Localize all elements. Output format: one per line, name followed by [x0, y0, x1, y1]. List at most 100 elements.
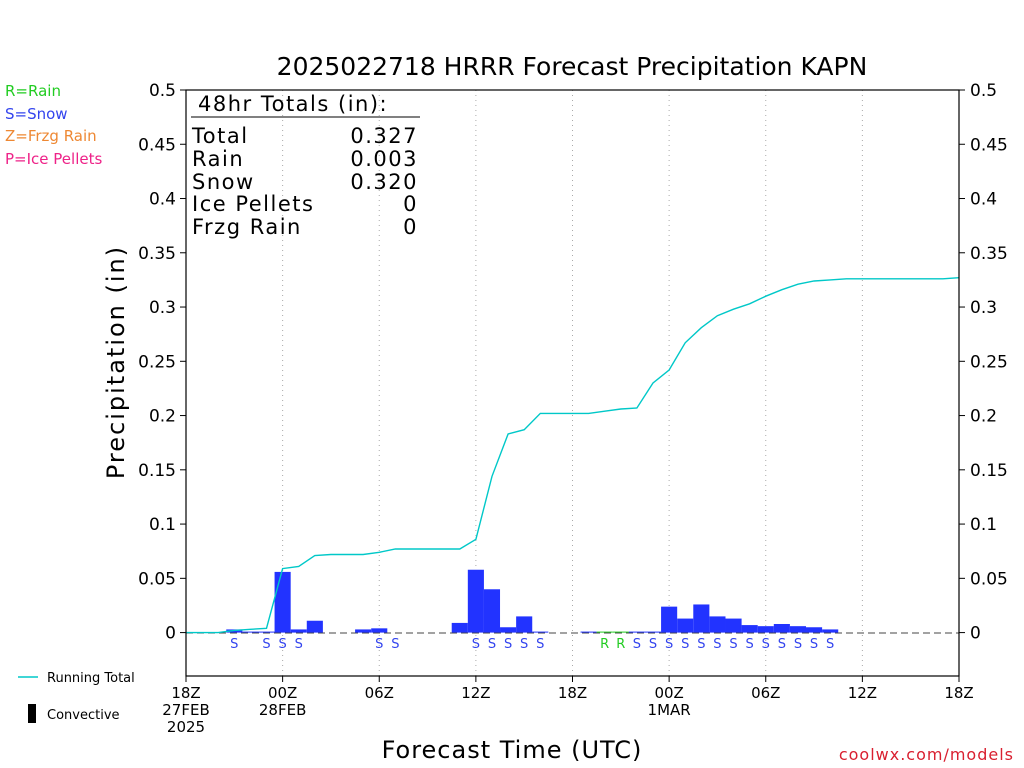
totals-box: 48hr Totals (in): Total 0.327 Rain 0.003… [191, 92, 420, 239]
precip-bar [789, 626, 807, 633]
precip-type-label: S [810, 637, 818, 652]
y-tick-label-right: 0.25 [970, 352, 1008, 372]
totals-total-label: Total [191, 124, 249, 148]
totals-frzg-rain-value: 0 [403, 215, 418, 239]
legend-frzg-rain: Z=Frzg Rain [5, 127, 97, 145]
precip-bar [612, 631, 629, 633]
y-tick-label-left: 0.35 [138, 244, 176, 264]
precip-bar [806, 627, 823, 633]
precip-type-label: S [778, 637, 786, 652]
precip-bar [290, 629, 307, 633]
precip-bar [580, 631, 597, 633]
precip-bar [274, 571, 291, 633]
x-tick-label: 18Z [171, 684, 200, 702]
y-tick-label-right: 0.15 [970, 461, 1008, 481]
precip-type-label: S [697, 637, 705, 652]
totals-ice-pellets-label: Ice Pellets [192, 192, 314, 216]
precip-bar [500, 627, 517, 633]
precip-bar [306, 620, 323, 633]
precip-type-label: S [681, 637, 689, 652]
y-tick-label-right: 0.4 [970, 190, 997, 210]
precip-bar [628, 631, 645, 633]
totals-snow-label: Snow [192, 170, 255, 194]
precip-bar [644, 631, 662, 633]
precip-bar [709, 616, 726, 633]
precip-type-label: S [472, 637, 480, 652]
x-tick-label: 00Z [268, 684, 297, 702]
precip-type-label: S [794, 637, 802, 652]
precip-bar [741, 625, 758, 633]
precip-bar [822, 629, 839, 633]
x-tick-label: 2025 [167, 718, 205, 736]
x-tick-label: 12Z [848, 684, 877, 702]
precip-type-label: S [746, 637, 754, 652]
precip-bar [467, 569, 484, 633]
precip-type-label: S [713, 637, 721, 652]
precip-bar [757, 626, 774, 633]
precip-type-label: S [488, 637, 496, 652]
y-tick-label-left: 0.5 [149, 81, 176, 101]
precip-type-label: S [391, 637, 399, 652]
chart-title: 2025022718 HRRR Forecast Precipitation K… [277, 52, 868, 81]
precip-bar [451, 622, 468, 633]
y-tick-label-left: 0.45 [138, 135, 176, 155]
precip-type-label: S [649, 637, 657, 652]
precip-type-label: S [278, 637, 286, 652]
totals-frzg-rain-label: Frzg Rain [192, 215, 302, 239]
precip-type-legend: R=Rain S=Snow Z=Frzg Rain P=Ice Pellets [5, 82, 102, 168]
x-tick-label: 06Z [751, 684, 780, 702]
precip-type-label: S [520, 637, 528, 652]
precip-bar [483, 589, 501, 633]
x-tick-label: 18Z [558, 684, 587, 702]
y-tick-label-right: 0.05 [970, 569, 1008, 589]
precip-type-label: S [375, 637, 383, 652]
precip-bar [693, 604, 710, 633]
y-tick-label-right: 0.2 [970, 407, 997, 427]
y-tick-label-right: 0.45 [970, 135, 1008, 155]
precip-bar [677, 618, 694, 633]
credit-text: coolwx.com/models [839, 745, 1014, 764]
plot-frame [185, 89, 960, 677]
y-tick-label-left: 0.15 [138, 461, 176, 481]
y-tick-label-right: 0 [970, 624, 981, 644]
y-tick-label-left: 0.05 [138, 569, 176, 589]
y-tick-label-right: 0.1 [970, 515, 997, 535]
precip-type-label: S [536, 637, 544, 652]
precip-type-label: S [230, 637, 238, 652]
precip-type-label: S [633, 637, 641, 652]
precip-bar [532, 631, 549, 633]
x-tick-label: 27FEB [162, 701, 209, 719]
totals-snow-value: 0.320 [350, 170, 418, 194]
precip-bar [371, 628, 388, 633]
precip-type-label: S [262, 637, 270, 652]
precip-type-label: S [729, 637, 737, 652]
y-tick-label-left: 0 [165, 624, 176, 644]
precip-bar [258, 631, 275, 633]
y-tick-label-right: 0.35 [970, 244, 1008, 264]
precip-bar [355, 629, 372, 633]
series-legend: Running Total Convective [18, 671, 135, 723]
y-tick-label-right: 0.5 [970, 81, 997, 101]
legend-snow: S=Snow [5, 105, 68, 123]
precip-bar [516, 616, 533, 633]
precip-type-label: S [762, 637, 770, 652]
x-tick-label: 18Z [944, 684, 973, 702]
precip-bar [596, 631, 613, 633]
x-tick-label: 1MAR [648, 701, 691, 719]
y-tick-label-right: 0.3 [970, 298, 997, 318]
precip-type-label: S [295, 637, 303, 652]
x-tick-label: 00Z [654, 684, 683, 702]
precip-type-label: S [504, 637, 512, 652]
convective-swatch [28, 704, 36, 723]
y-tick-label-left: 0.25 [138, 352, 176, 372]
y-tick-label-left: 0.2 [149, 407, 176, 427]
totals-ice-pellets-value: 0 [403, 192, 418, 216]
precip-type-label: R [616, 637, 625, 652]
legend-ice-pellets: P=Ice Pellets [5, 150, 102, 168]
precip-bar [725, 618, 742, 633]
totals-rain-label: Rain [192, 147, 244, 171]
x-tick-label: 28FEB [259, 701, 306, 719]
totals-rain-value: 0.003 [350, 147, 418, 171]
